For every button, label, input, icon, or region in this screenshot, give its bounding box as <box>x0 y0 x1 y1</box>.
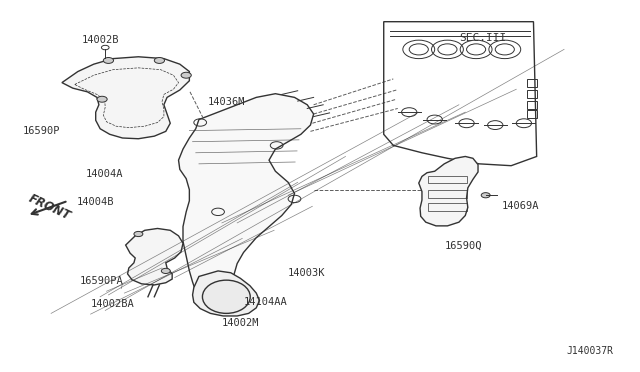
Text: 14002M: 14002M <box>221 318 259 328</box>
Circle shape <box>181 72 191 78</box>
Bar <box>527 110 537 118</box>
Bar <box>527 90 537 98</box>
Text: 14104AA: 14104AA <box>244 297 288 307</box>
Circle shape <box>97 96 107 102</box>
Text: 14004B: 14004B <box>77 197 115 207</box>
Text: J140037R: J140037R <box>566 346 613 356</box>
Text: 16590PA: 16590PA <box>80 276 124 286</box>
Polygon shape <box>179 94 314 301</box>
Text: 14002BA: 14002BA <box>91 299 135 309</box>
Text: FRONT: FRONT <box>26 192 72 222</box>
Circle shape <box>103 58 113 63</box>
Circle shape <box>161 268 170 273</box>
Circle shape <box>154 58 164 63</box>
Ellipse shape <box>202 280 250 313</box>
Bar <box>527 79 537 87</box>
Text: 14002B: 14002B <box>81 35 119 45</box>
Polygon shape <box>419 157 478 226</box>
Polygon shape <box>193 271 259 316</box>
Text: 14036M: 14036M <box>207 97 245 107</box>
Bar <box>428 190 467 198</box>
Bar <box>428 176 467 183</box>
Bar <box>428 203 467 211</box>
Text: 14003K: 14003K <box>287 268 324 278</box>
Text: 16590P: 16590P <box>23 126 60 137</box>
Text: SEC.III: SEC.III <box>459 33 506 43</box>
Polygon shape <box>62 57 189 139</box>
Text: 16590Q: 16590Q <box>445 241 482 251</box>
Text: 14004A: 14004A <box>86 169 124 179</box>
Circle shape <box>134 231 143 237</box>
Bar <box>527 101 537 109</box>
Circle shape <box>481 193 490 198</box>
Text: 14069A: 14069A <box>502 201 540 211</box>
Polygon shape <box>125 228 183 285</box>
